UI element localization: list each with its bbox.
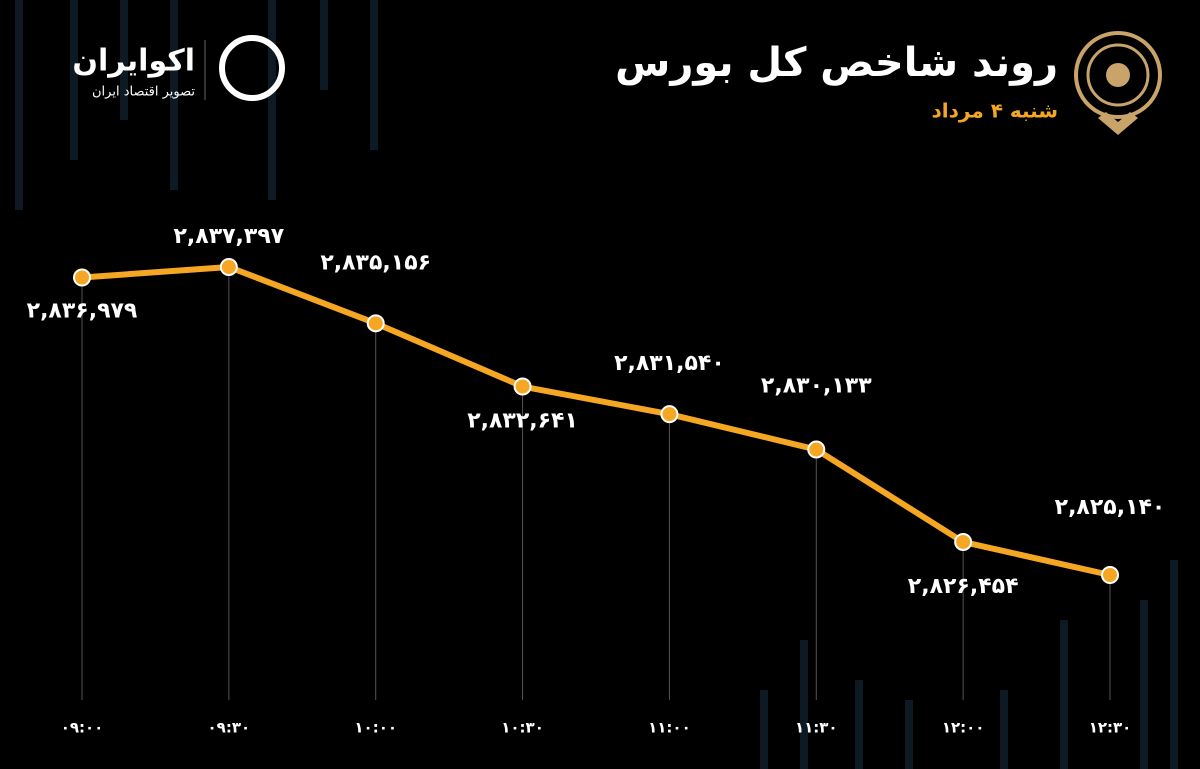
x-tick-label: ۱۱:۰۰	[648, 719, 691, 737]
data-point	[807, 440, 826, 459]
value-label: ۲,۸۲۶,۴۵۴	[908, 574, 1019, 599]
brand-name: اکوایران	[72, 44, 195, 79]
series-line	[81, 264, 1111, 578]
data-point	[73, 268, 91, 287]
brand-tagline: تصویر اقتصاد ایران	[92, 85, 195, 100]
data-point	[513, 377, 532, 396]
x-tick-label: ۱۰:۳۰	[501, 719, 544, 737]
data-point	[219, 258, 238, 276]
background-bars	[15, 0, 1178, 769]
data-point	[954, 532, 973, 551]
data-point	[660, 405, 679, 424]
value-label: ۲,۸۳۱,۵۴۰	[614, 351, 725, 376]
brand-logo	[204, 35, 285, 101]
x-tick-label: ۰۹:۳۰	[208, 719, 251, 737]
value-label: ۲,۸۳۶,۹۷۹	[27, 299, 138, 324]
x-tick-label: ۰۹:۰۰	[61, 719, 104, 737]
value-label: ۲,۸۳۵,۱۵۶	[320, 250, 431, 275]
exchange-emblem	[1074, 31, 1162, 135]
value-label: ۲,۸۳۲,۶۴۱	[467, 409, 578, 434]
chart-title: روند شاخص کل بورس	[615, 40, 1058, 86]
x-tick-label: ۱۲:۳۰	[1089, 719, 1132, 737]
x-tick-label: ۱۱:۳۰	[795, 719, 838, 737]
x-tick-label: ۱۰:۰۰	[354, 719, 397, 737]
value-label: ۲,۸۳۰,۱۳۳	[761, 374, 872, 399]
x-tick-label: ۱۲:۰۰	[942, 719, 985, 737]
chart-subtitle: شنبه ۴ مرداد	[932, 99, 1058, 123]
data-point	[1101, 566, 1119, 584]
value-label: ۲,۸۲۵,۱۴۰	[1055, 495, 1166, 520]
data-point	[366, 314, 385, 333]
value-label: ۲,۸۳۷,۳۹۷	[173, 224, 284, 249]
